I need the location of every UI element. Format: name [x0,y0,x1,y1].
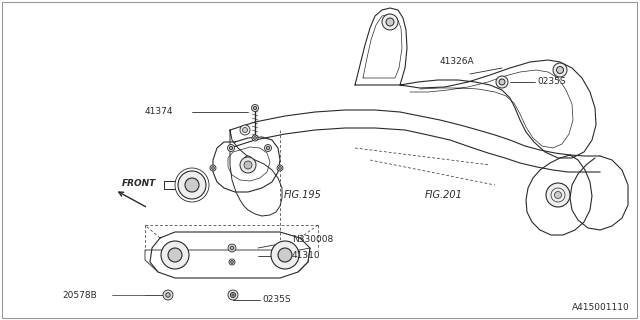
Circle shape [240,157,256,173]
Circle shape [228,244,236,252]
Circle shape [168,248,182,262]
Circle shape [244,161,252,169]
Circle shape [178,171,206,199]
Circle shape [253,137,257,139]
Circle shape [229,259,235,265]
Text: N330008: N330008 [292,236,333,244]
Text: 41326A: 41326A [440,58,475,67]
Text: 20578B: 20578B [62,291,97,300]
Circle shape [228,290,238,300]
Circle shape [382,14,398,30]
Circle shape [278,167,282,169]
Circle shape [278,248,292,262]
Text: 0235S: 0235S [537,77,566,86]
Circle shape [266,147,269,149]
Circle shape [229,147,232,149]
Circle shape [161,241,189,269]
Circle shape [232,294,234,296]
Circle shape [552,189,564,201]
Circle shape [499,79,505,85]
Circle shape [546,183,570,207]
Circle shape [230,292,236,298]
Circle shape [252,105,259,111]
Text: 41374: 41374 [145,108,173,116]
Circle shape [230,261,234,263]
Text: A415001110: A415001110 [572,303,630,312]
Circle shape [210,165,216,171]
Circle shape [551,188,565,202]
Circle shape [185,178,199,192]
Circle shape [557,67,563,74]
Text: FIG.195: FIG.195 [284,190,322,200]
Circle shape [264,145,271,151]
Circle shape [212,167,214,169]
Text: FRONT: FRONT [122,179,156,188]
Circle shape [230,246,234,250]
Circle shape [244,156,252,164]
Circle shape [163,290,173,300]
Circle shape [277,165,283,171]
Circle shape [252,135,258,141]
Circle shape [243,127,248,132]
Circle shape [386,18,394,26]
Circle shape [227,145,234,151]
Circle shape [554,191,561,198]
Text: 41310: 41310 [292,252,321,260]
Circle shape [240,125,250,135]
Text: FIG.201: FIG.201 [425,190,463,200]
Circle shape [231,293,236,297]
Circle shape [271,241,299,269]
Circle shape [553,63,567,77]
Text: 0235S: 0235S [262,295,291,305]
Circle shape [496,76,508,88]
Circle shape [253,107,257,109]
Circle shape [166,293,170,297]
Circle shape [246,158,250,162]
